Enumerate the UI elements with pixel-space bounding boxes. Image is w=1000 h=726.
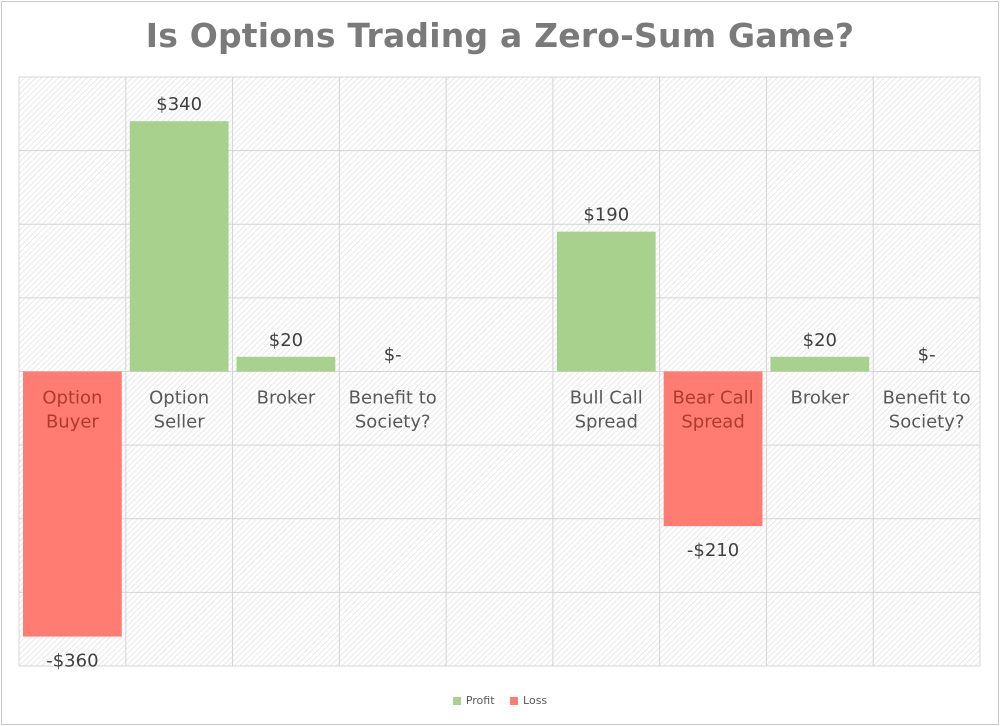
data-label: $190 [583,205,629,226]
category-label: Spread [575,412,638,433]
bar-loss [23,371,122,637]
bar-profit [236,356,336,372]
legend-label-loss: Loss [523,694,548,707]
category-label: Society? [355,412,431,433]
data-label: -$210 [687,540,739,561]
category-label: Seller [154,412,206,433]
bars [23,121,870,637]
data-label: $- [918,345,936,366]
category-label: Society? [889,412,965,433]
bar-profit [556,231,656,372]
category-label: Option [42,388,102,409]
category-label: Buyer [46,412,99,433]
category-label: Bull Call [570,388,643,409]
category-label: Spread [681,412,744,433]
category-label: Benefit to [349,388,437,409]
data-label: $20 [803,330,837,351]
legend: Profit Loss [0,694,1000,708]
data-label: $340 [156,94,202,115]
category-label: Broker [257,388,316,409]
category-labels: Option Buyer Option Seller Broker Benefit to S… [42,388,970,433]
data-label: $20 [269,330,303,351]
legend-item-profit: Profit [452,694,495,707]
data-label: $- [384,345,402,366]
bar-profit [770,356,870,372]
legend-swatch-loss [510,696,519,705]
bar-loss [663,371,763,527]
bar-profit [129,121,229,372]
category-label: Broker [791,388,850,409]
category-label: Benefit to [883,388,971,409]
chart-title: Is Options Trading a Zero-Sum Game? [145,16,855,55]
legend-swatch-profit [452,696,461,705]
data-label: -$360 [46,651,98,672]
data-labels: -$360 $340 $20 $- $190 -$210 $20 $- [46,94,935,671]
legend-label-profit: Profit [465,694,495,707]
category-label: Option [149,388,209,409]
legend-item-loss: Loss [510,694,547,707]
category-label: Bear Call [672,388,753,409]
